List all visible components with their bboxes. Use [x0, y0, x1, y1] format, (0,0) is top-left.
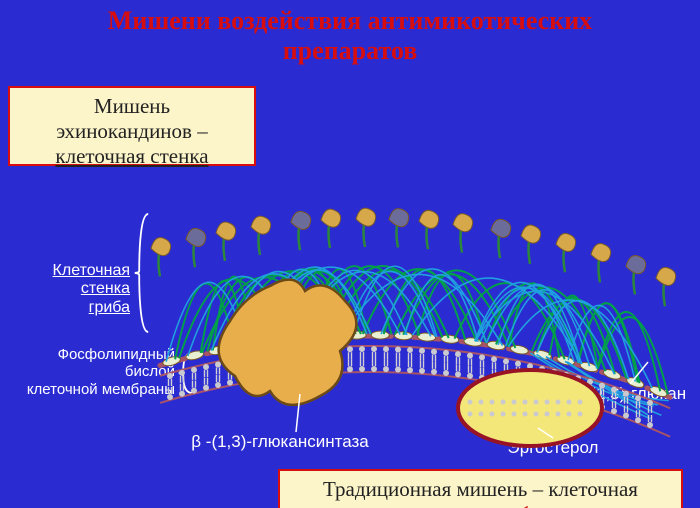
membrane-diagram	[0, 0, 700, 508]
